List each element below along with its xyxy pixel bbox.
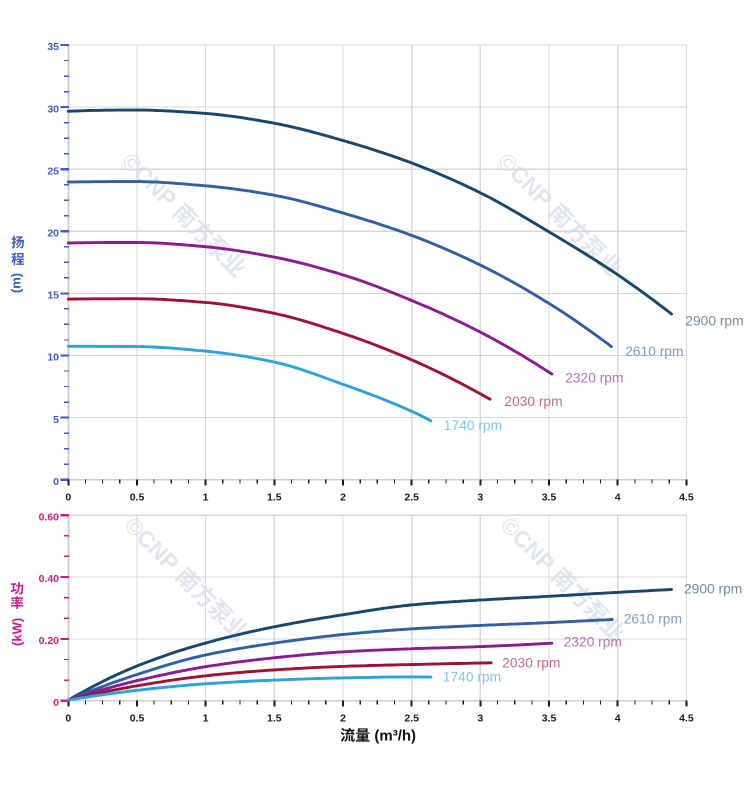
svg-text:1740 rpm: 1740 rpm xyxy=(444,418,502,433)
svg-text:3: 3 xyxy=(477,712,483,724)
svg-text:0: 0 xyxy=(65,492,71,504)
svg-text:30: 30 xyxy=(47,103,59,115)
svg-text:1740 rpm: 1740 rpm xyxy=(443,669,501,684)
svg-text:25: 25 xyxy=(47,165,59,177)
svg-text:2320 rpm: 2320 rpm xyxy=(565,371,623,386)
svg-text:20: 20 xyxy=(47,228,59,240)
svg-text:2900 rpm: 2900 rpm xyxy=(685,314,743,329)
svg-text:0.5: 0.5 xyxy=(130,712,145,724)
svg-text:4: 4 xyxy=(615,712,621,724)
svg-text:10: 10 xyxy=(47,352,59,364)
svg-text:0.40: 0.40 xyxy=(39,573,60,585)
svg-text:(kW): (kW) xyxy=(10,618,25,646)
svg-text:3: 3 xyxy=(477,492,483,504)
svg-text:2320 rpm: 2320 rpm xyxy=(564,635,622,650)
svg-text:5: 5 xyxy=(53,414,59,426)
svg-text:0.5: 0.5 xyxy=(130,492,145,504)
svg-text:1: 1 xyxy=(203,712,209,724)
svg-text:2610 rpm: 2610 rpm xyxy=(624,611,682,626)
svg-text:2900 rpm: 2900 rpm xyxy=(684,582,742,597)
svg-text:15: 15 xyxy=(47,290,59,302)
svg-text:2: 2 xyxy=(340,492,346,504)
svg-text:1.5: 1.5 xyxy=(267,492,282,504)
svg-text:3.5: 3.5 xyxy=(542,712,557,724)
svg-text:2.5: 2.5 xyxy=(404,712,419,724)
svg-text:0: 0 xyxy=(53,476,59,488)
svg-text:4.5: 4.5 xyxy=(679,712,694,724)
svg-text:2.5: 2.5 xyxy=(404,492,419,504)
svg-text:3.5: 3.5 xyxy=(542,492,557,504)
svg-text:0: 0 xyxy=(53,697,59,709)
svg-text:2610 rpm: 2610 rpm xyxy=(625,344,683,359)
svg-text:(m): (m) xyxy=(8,273,23,293)
svg-text:1.5: 1.5 xyxy=(267,712,282,724)
svg-text:2030 rpm: 2030 rpm xyxy=(504,394,562,409)
svg-text:0: 0 xyxy=(65,712,71,724)
svg-text:0.20: 0.20 xyxy=(39,635,60,647)
svg-text:0.60: 0.60 xyxy=(39,511,60,523)
svg-text:4: 4 xyxy=(615,492,621,504)
svg-text:(m³/h): (m³/h) xyxy=(374,728,416,745)
svg-text:2030 rpm: 2030 rpm xyxy=(502,656,560,671)
svg-text:2: 2 xyxy=(340,712,346,724)
svg-text:1: 1 xyxy=(203,492,209,504)
svg-text:4.5: 4.5 xyxy=(679,492,694,504)
svg-text:35: 35 xyxy=(47,41,59,53)
